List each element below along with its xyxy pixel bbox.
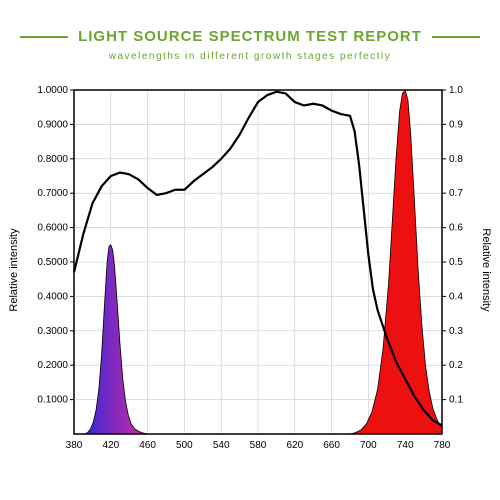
svg-text:780: 780 — [434, 440, 451, 451]
svg-text:380: 380 — [66, 440, 83, 451]
svg-text:460: 460 — [139, 440, 156, 451]
svg-text:420: 420 — [102, 440, 119, 451]
svg-text:0.9: 0.9 — [449, 119, 463, 130]
svg-text:0.1000: 0.1000 — [37, 395, 68, 406]
spectrum-chart: Relative intensity Relative intensity 38… — [22, 80, 478, 460]
title-row: LIGHT SOURCE SPECTRUM TEST REPORT — [0, 28, 500, 45]
svg-text:0.4000: 0.4000 — [37, 291, 68, 302]
svg-text:0.5: 0.5 — [449, 257, 463, 268]
svg-text:0.9000: 0.9000 — [37, 119, 68, 130]
svg-text:0.1: 0.1 — [449, 395, 463, 406]
svg-text:1.0000: 1.0000 — [37, 85, 68, 96]
report-title: LIGHT SOURCE SPECTRUM TEST REPORT — [78, 28, 422, 45]
svg-text:0.6: 0.6 — [449, 223, 463, 234]
rule-right — [432, 36, 480, 38]
svg-text:580: 580 — [250, 440, 267, 451]
report-subtitle: wavelengths in different growth stages p… — [0, 51, 500, 62]
svg-text:500: 500 — [176, 440, 193, 451]
rule-left — [20, 36, 68, 38]
svg-text:740: 740 — [397, 440, 414, 451]
chart-svg: 380 420 460 500 540 580 620 660 700 740 780 0.1000 0… — [22, 80, 478, 460]
svg-text:0.3000: 0.3000 — [37, 326, 68, 337]
svg-text:0.8000: 0.8000 — [37, 154, 68, 165]
svg-text:0.6000: 0.6000 — [37, 223, 68, 234]
svg-text:0.3: 0.3 — [449, 326, 463, 337]
svg-text:0.8: 0.8 — [449, 154, 463, 165]
y-axis-label-right: Relative intensity — [480, 228, 492, 311]
svg-text:700: 700 — [360, 440, 377, 451]
svg-text:0.5000: 0.5000 — [37, 257, 68, 268]
svg-text:0.4: 0.4 — [449, 291, 463, 302]
report-header: LIGHT SOURCE SPECTRUM TEST REPORT wavele… — [0, 0, 500, 62]
svg-text:620: 620 — [286, 440, 303, 451]
svg-text:0.7: 0.7 — [449, 188, 463, 199]
svg-text:660: 660 — [323, 440, 340, 451]
svg-text:0.7000: 0.7000 — [37, 188, 68, 199]
y-axis-label-left: Relative intensity — [8, 228, 20, 311]
svg-text:540: 540 — [213, 440, 230, 451]
svg-text:1.0: 1.0 — [449, 85, 463, 96]
svg-text:0.2000: 0.2000 — [37, 360, 68, 371]
svg-text:0.2: 0.2 — [449, 360, 463, 371]
